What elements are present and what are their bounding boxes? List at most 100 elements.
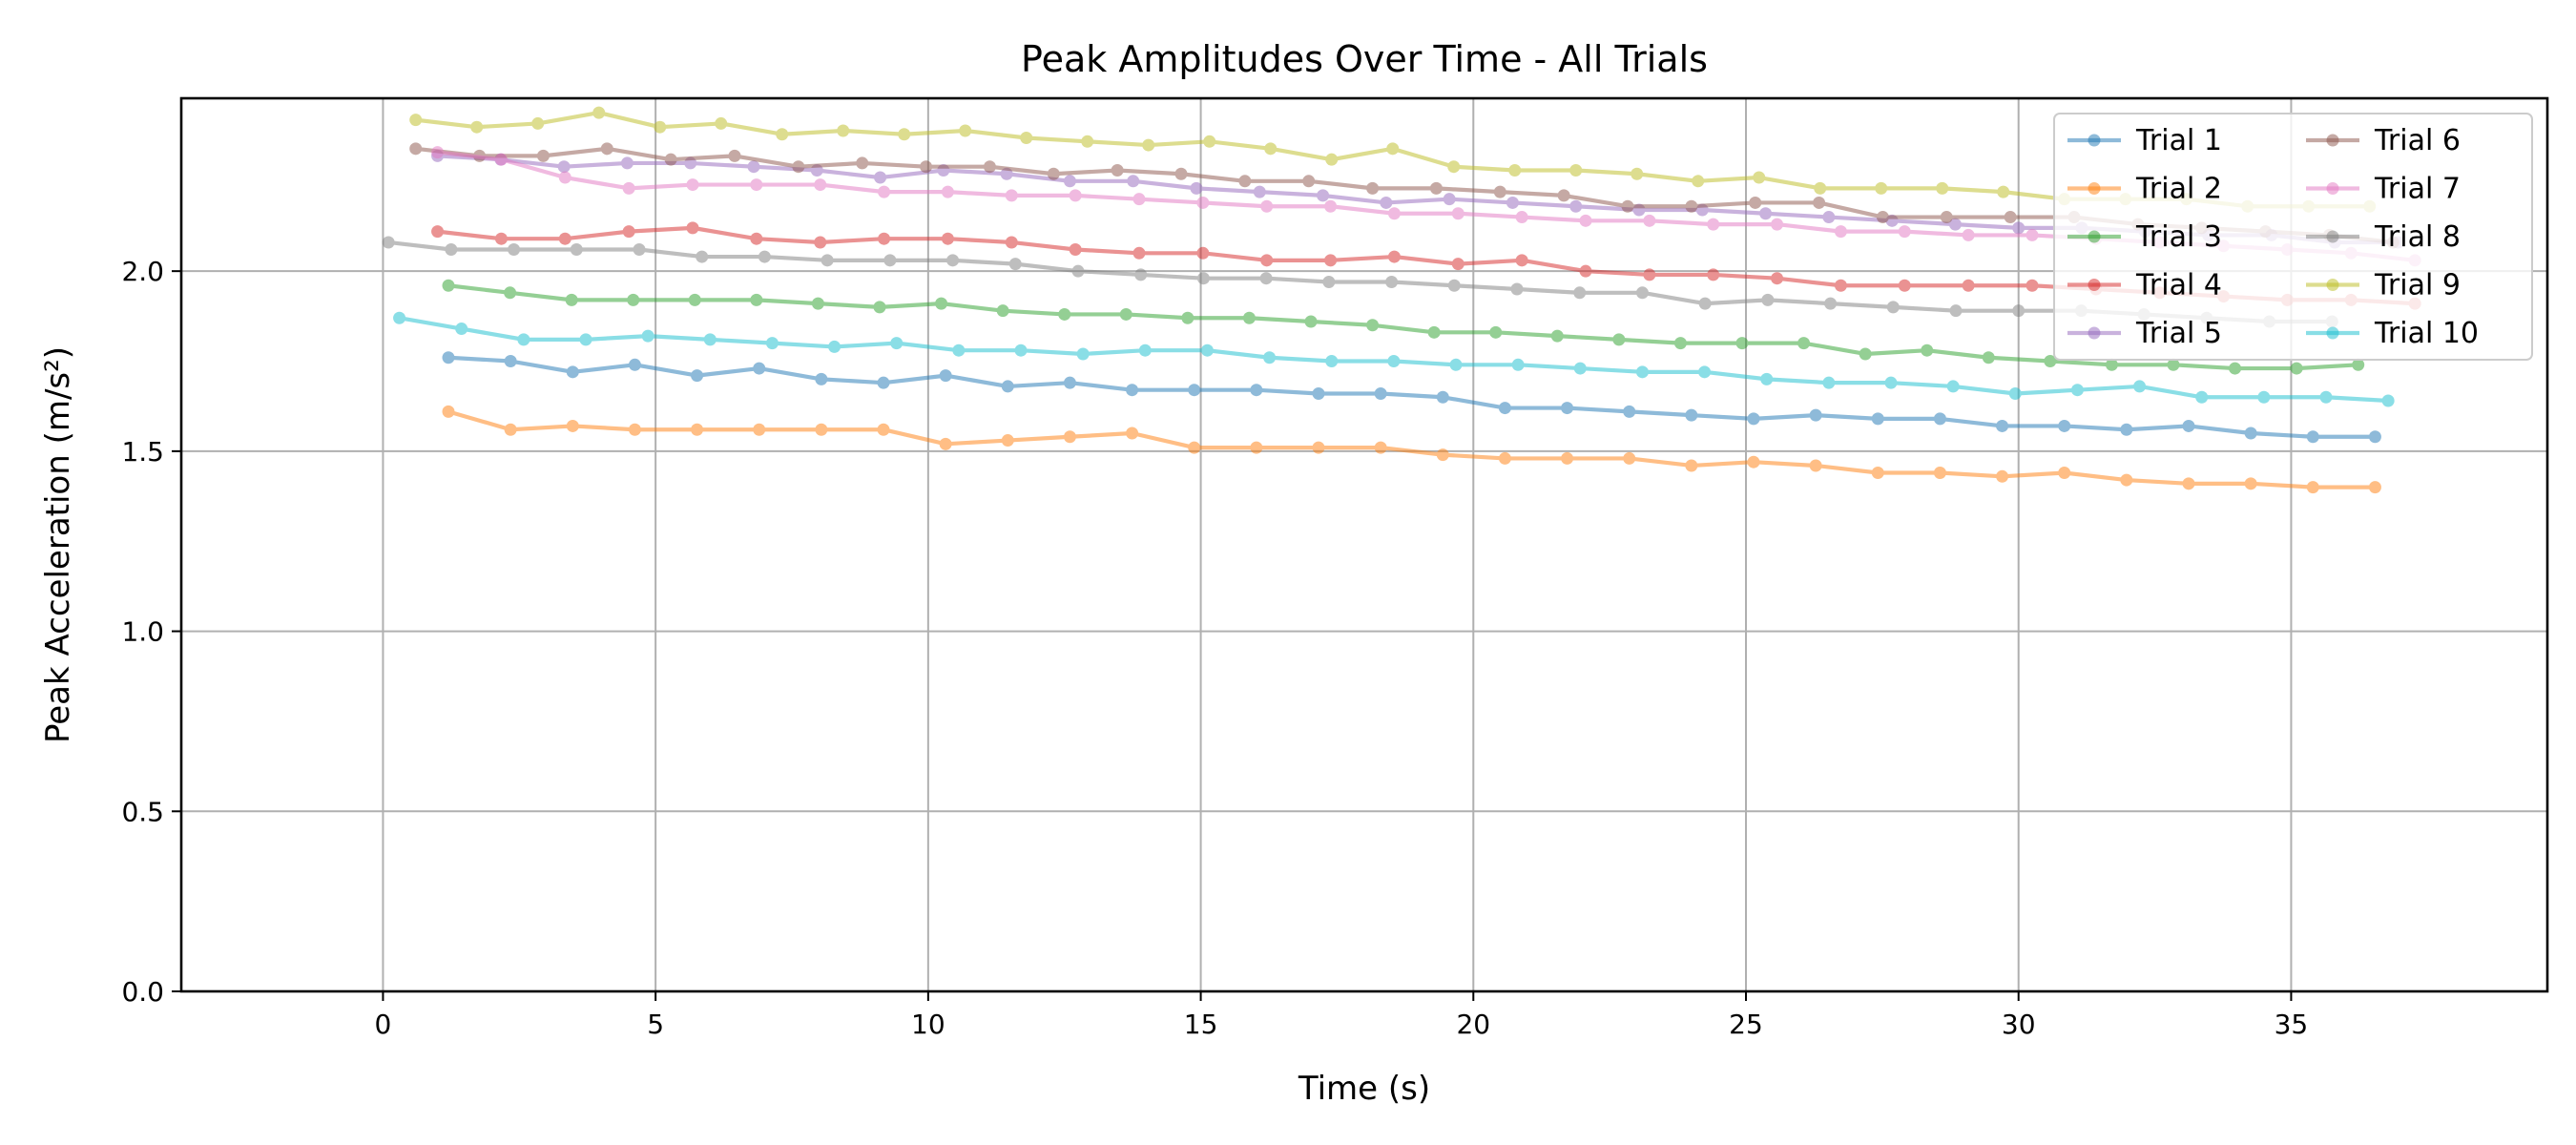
x-tick-label: 35 <box>2275 1009 2309 1040</box>
data-point <box>750 178 763 192</box>
data-point <box>622 225 635 239</box>
data-point <box>592 106 606 119</box>
legend-swatch-marker <box>2326 326 2339 340</box>
data-point <box>1374 441 1387 454</box>
legend-swatch-marker <box>2326 182 2339 195</box>
legend-entry: Trial 6 <box>2306 124 2461 157</box>
data-point <box>1797 337 1811 350</box>
data-point <box>1436 448 1449 462</box>
data-point <box>1761 293 1775 306</box>
data-point <box>1550 329 1564 343</box>
data-point <box>2133 380 2147 393</box>
data-point <box>1386 142 1400 156</box>
data-point <box>815 423 828 436</box>
data-point <box>2244 477 2257 490</box>
legend-label: Trial 3 <box>2135 220 2222 254</box>
data-point <box>939 437 952 450</box>
legend-entry: Trial 10 <box>2306 317 2479 350</box>
data-point <box>873 301 886 314</box>
data-point <box>1312 441 1325 454</box>
data-point <box>641 329 654 343</box>
data-point <box>1447 160 1461 174</box>
data-point <box>1380 196 1393 209</box>
data-point <box>1127 175 1140 188</box>
x-tick-label: 15 <box>1184 1009 1218 1040</box>
data-point <box>633 243 646 257</box>
data-point <box>874 171 887 184</box>
legend-entry: Trial 1 <box>2067 124 2222 157</box>
data-point <box>2195 390 2209 404</box>
legend-label: Trial 7 <box>2374 173 2461 206</box>
data-point <box>1871 467 1884 480</box>
data-point <box>1962 279 1975 292</box>
data-point <box>1387 207 1401 220</box>
x-tick-label: 20 <box>1456 1009 1490 1040</box>
data-point <box>627 293 640 306</box>
data-point <box>517 333 530 346</box>
data-point <box>1612 333 1626 346</box>
data-point <box>442 351 455 364</box>
data-point <box>2368 430 2381 444</box>
data-point <box>1366 181 1380 195</box>
data-point <box>1573 362 1587 375</box>
data-point <box>1949 304 1963 318</box>
chart-title: Peak Amplitudes Over Time - All Trials <box>1021 38 1708 80</box>
legend-label: Trial 1 <box>2135 124 2222 157</box>
data-point <box>628 358 641 371</box>
legend-entry: Trial 4 <box>2067 269 2222 302</box>
data-point <box>935 297 948 310</box>
data-point <box>1760 372 1774 385</box>
data-point <box>1508 163 1522 177</box>
data-point <box>1063 376 1076 389</box>
data-point <box>2229 362 2242 375</box>
legend-label: Trial 5 <box>2135 317 2222 350</box>
data-point <box>1076 347 1090 361</box>
data-point <box>494 232 508 245</box>
data-point <box>600 142 613 156</box>
data-point <box>1250 384 1263 397</box>
data-point <box>1451 258 1465 271</box>
data-point <box>1001 434 1014 448</box>
data-point <box>696 250 709 263</box>
data-point <box>1203 135 1216 148</box>
data-point <box>1747 455 1760 468</box>
legend-label: Trial 9 <box>2374 269 2461 302</box>
data-point <box>1813 196 1826 209</box>
legend-box <box>2053 113 2533 361</box>
data-point <box>1936 181 1949 195</box>
data-point <box>558 171 571 184</box>
data-point <box>494 153 508 166</box>
data-point <box>409 142 423 156</box>
data-point <box>1635 365 1649 379</box>
data-point <box>959 124 972 137</box>
data-point <box>883 254 897 267</box>
data-point <box>1132 246 1146 260</box>
data-point <box>792 160 805 174</box>
legend-label: Trial 4 <box>2135 269 2222 302</box>
data-point <box>622 181 635 195</box>
data-point <box>1324 199 1338 213</box>
legend-swatch-marker <box>2088 230 2101 243</box>
data-point <box>1623 405 1636 418</box>
legend-swatch-marker <box>2326 134 2339 147</box>
data-point <box>570 243 583 257</box>
data-point <box>1822 376 1836 389</box>
data-point <box>1579 264 1592 278</box>
data-point <box>898 128 911 141</box>
x-tick-label: 10 <box>911 1009 945 1040</box>
data-point <box>504 423 517 436</box>
data-point <box>557 160 571 174</box>
data-point <box>1557 189 1570 202</box>
data-point <box>688 293 701 306</box>
data-point <box>1749 196 1762 209</box>
data-point <box>2105 358 2118 371</box>
data-point <box>1946 380 1960 393</box>
data-point <box>1063 430 1076 444</box>
data-point <box>1317 189 1330 202</box>
data-point <box>1200 344 1214 357</box>
data-point <box>2120 473 2133 487</box>
legend-entry: Trial 2 <box>2067 173 2222 206</box>
legend-entry: Trial 3 <box>2067 220 2222 254</box>
data-point <box>565 293 578 306</box>
data-point <box>1387 250 1401 263</box>
